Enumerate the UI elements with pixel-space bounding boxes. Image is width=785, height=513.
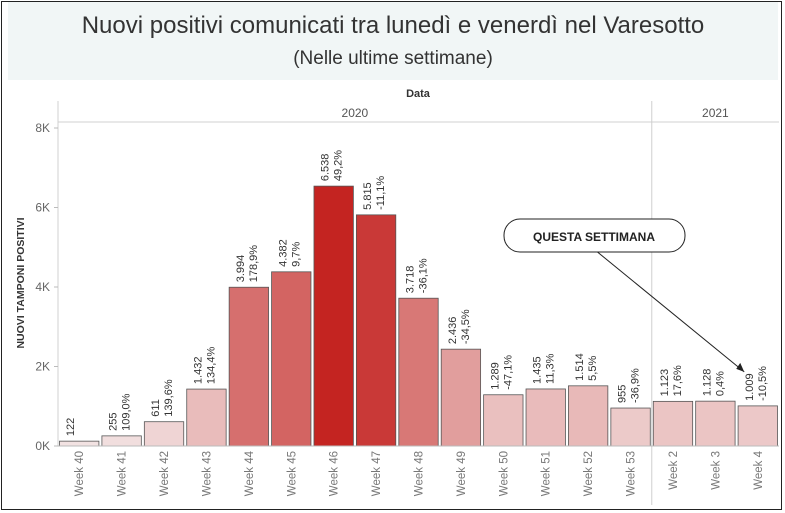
x-tick-label: Week 53	[626, 451, 638, 496]
bar-week-45	[271, 271, 312, 447]
data-label-value: 1.289	[489, 362, 501, 390]
bar-week-4	[737, 405, 778, 447]
data-label-value: 1.123	[659, 369, 671, 397]
data-label-pct-change: -10,5%	[757, 366, 769, 401]
bar-week-49	[440, 348, 482, 447]
data-label-pct-change: 134,4%	[205, 347, 217, 385]
y-tick-label: 2K	[35, 360, 50, 374]
chart-header: Nuovi positivi comunicati tra lunedì e v…	[8, 2, 778, 80]
data-label-value: 3.718	[405, 266, 417, 294]
x-tick-label: Week 43	[201, 451, 213, 496]
data-label-value: 1.009	[744, 373, 756, 401]
data-label-value: 1.432	[192, 357, 204, 385]
data-label-pct-change: 178,9%	[248, 245, 260, 283]
x-tick-label: Week 48	[414, 451, 426, 496]
data-label-pct-change: 139,6%	[163, 379, 175, 417]
year-label-2021: 2021	[702, 106, 729, 120]
annotation-callout-text: QUESTA SETTIMANA	[533, 230, 655, 244]
data-label-value: 611	[150, 399, 162, 417]
data-label-pct-change: 9,7%	[290, 242, 302, 267]
data-label-pct-change: -47,1%	[502, 355, 514, 390]
annotation-callout-box	[503, 218, 686, 253]
data-label-value: 1.435	[532, 356, 544, 384]
x-tick-label: Week 42	[159, 451, 171, 496]
annotation-pointer-line	[594, 249, 745, 373]
data-label-pct-change: -11,1%	[375, 176, 387, 210]
x-tick-label: Week 52	[583, 451, 595, 496]
data-label-value: 122	[65, 418, 77, 436]
x-tick-label: Week 44	[244, 450, 256, 496]
data-label-value: 1.128	[701, 369, 713, 397]
data-label-pct-change: 5,5%	[587, 356, 599, 381]
chart-subtitle: (Nelle ultime settimane)	[293, 48, 493, 69]
year-label-2020: 2020	[342, 106, 369, 120]
data-label-pct-change: 0,4%	[714, 371, 726, 396]
bar-week-41	[101, 435, 142, 447]
bar-week-47	[355, 214, 397, 447]
y-axis-title: NUOVI TAMPONI POSITIVI	[15, 217, 27, 348]
data-label-pct-change: -36,1%	[418, 258, 430, 293]
data-label-value: 4.382	[277, 239, 289, 267]
data-label-pct-change: 49,2%	[333, 150, 345, 181]
annotation-arrowhead	[736, 362, 745, 372]
data-label-value: 2.436	[447, 317, 459, 345]
chart-title: Nuovi positivi comunicati tra lunedì e v…	[81, 12, 705, 39]
x-tick-label: Week 46	[329, 451, 341, 496]
data-label-value: 955	[617, 385, 629, 403]
bar-week-2	[652, 400, 694, 447]
x-tick-label: Week 49	[456, 451, 468, 496]
bar-week-43	[186, 388, 227, 447]
bar-week-46	[313, 185, 354, 447]
bar-week-48	[398, 297, 439, 447]
bar-week-42	[143, 421, 185, 447]
x-tick-label: Week 41	[117, 451, 129, 496]
bar-week-51	[525, 388, 566, 447]
y-tick-label: 0K	[35, 439, 50, 453]
data-label-pct-change: 17,6%	[672, 365, 684, 396]
bar-week-3	[695, 400, 736, 447]
data-label-value: 1.514	[574, 353, 586, 381]
data-label-value: 5.815	[362, 182, 374, 210]
x-tick-label: Week 40	[74, 451, 86, 496]
data-label-pct-change: -34,5%	[460, 309, 472, 344]
x-tick-label: Week 3	[710, 451, 722, 490]
data-label-value: 3.994	[235, 255, 247, 283]
y-tick-label: 8K	[35, 121, 50, 135]
bar-week-52	[568, 385, 609, 447]
x-tick-label: Week 45	[286, 451, 298, 496]
bar-week-53	[610, 407, 651, 447]
x-axis-title: Data	[406, 88, 431, 100]
x-tick-label: Week 50	[498, 451, 510, 496]
x-tick-label: Week 4	[753, 450, 765, 489]
y-tick-label: 4K	[35, 280, 50, 294]
bar-week-50	[483, 394, 524, 447]
bar-week-44	[228, 286, 269, 447]
bar-week-40	[59, 440, 100, 447]
data-label-value: 6.538	[320, 154, 332, 182]
data-label-pct-change: 11,3%	[545, 353, 557, 384]
x-tick-label: Week 51	[541, 451, 553, 496]
y-tick-label: 6K	[35, 201, 50, 215]
data-label-pct-change: -36,9%	[630, 368, 642, 403]
data-label-value: 255	[108, 413, 120, 431]
x-tick-label: Week 2	[668, 451, 680, 490]
x-tick-label: Week 47	[371, 451, 383, 496]
data-label-pct-change: 109,0%	[121, 393, 133, 431]
